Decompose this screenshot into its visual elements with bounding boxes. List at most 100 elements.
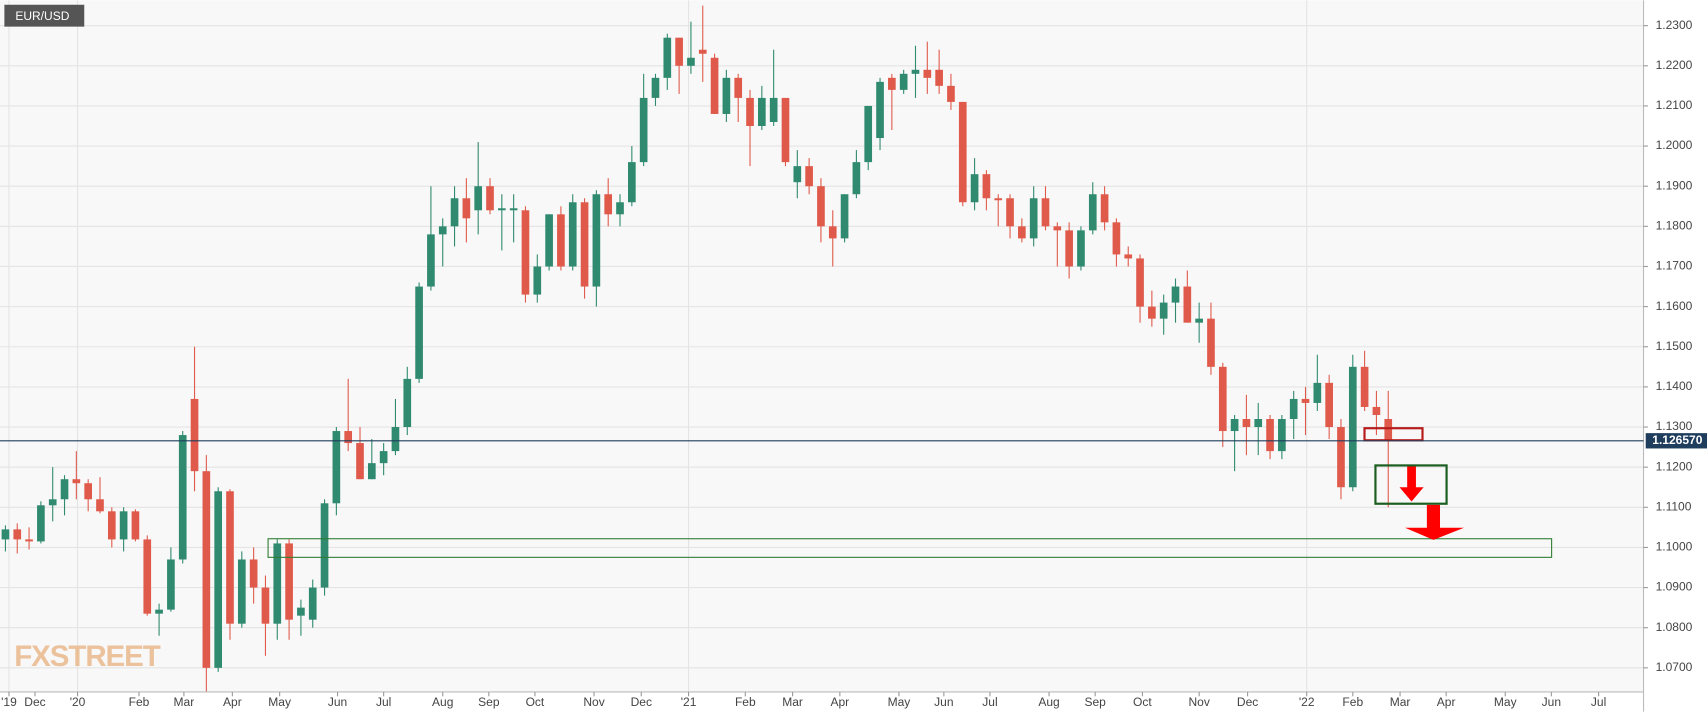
x-tick-label: Jun bbox=[934, 695, 953, 709]
candle-body bbox=[1159, 302, 1168, 319]
x-tick-label: Apr bbox=[830, 695, 849, 709]
candle-body bbox=[1053, 226, 1062, 231]
candles bbox=[1, 5, 1393, 692]
y-tick-label: 1.1200 bbox=[1656, 459, 1693, 473]
x-tick-label: Mar bbox=[1390, 695, 1411, 709]
candle-body bbox=[486, 186, 494, 211]
candle-body bbox=[994, 198, 1003, 201]
candle-body bbox=[698, 49, 707, 54]
last-price-box bbox=[1645, 433, 1707, 449]
x-tick-label: Feb bbox=[129, 695, 150, 709]
candle-body bbox=[628, 162, 636, 203]
y-tick-label: 1.0700 bbox=[1656, 660, 1693, 674]
x-tick-label: Dec bbox=[1237, 695, 1258, 709]
y-tick-label: 1.1500 bbox=[1656, 339, 1693, 353]
x-tick-label: Mar bbox=[174, 695, 195, 709]
support-zone bbox=[267, 538, 1553, 558]
down-arrow bbox=[1404, 504, 1465, 540]
candle-body bbox=[48, 499, 57, 506]
candle-body bbox=[1029, 198, 1038, 239]
candle-body bbox=[403, 378, 412, 428]
y-tick-label: 1.1100 bbox=[1656, 499, 1692, 513]
candle-body bbox=[923, 69, 932, 78]
candle-body bbox=[190, 398, 199, 472]
candle-body bbox=[1018, 226, 1026, 239]
candle-body bbox=[1360, 366, 1369, 407]
candle-body bbox=[947, 85, 955, 102]
x-tick-label: Mar bbox=[782, 695, 803, 709]
candle-body bbox=[1136, 258, 1144, 307]
candle-body bbox=[391, 427, 400, 452]
candle-body bbox=[1077, 230, 1085, 267]
x-tick-label: Jun bbox=[1542, 695, 1561, 709]
candle-body bbox=[25, 539, 33, 542]
candle-body bbox=[722, 77, 731, 114]
candle-body bbox=[1372, 406, 1381, 415]
x-tick-label: Jul bbox=[376, 695, 391, 709]
x-tick-label: Jul bbox=[982, 695, 997, 709]
candle-body bbox=[332, 431, 341, 504]
x-tick-label: May bbox=[268, 695, 291, 709]
candle-body bbox=[663, 37, 672, 78]
candle-body bbox=[119, 511, 128, 540]
candle-body bbox=[131, 511, 140, 540]
candle-body bbox=[1148, 306, 1156, 319]
candle-body bbox=[568, 202, 577, 267]
candle-body bbox=[958, 101, 967, 203]
candle-body bbox=[37, 505, 45, 542]
candle-body bbox=[1384, 418, 1393, 441]
candle-body bbox=[178, 435, 187, 560]
candle-body bbox=[817, 186, 825, 227]
last-price-label: 1.126570 bbox=[1652, 433, 1702, 447]
candle-body bbox=[781, 97, 790, 163]
candle-body bbox=[592, 194, 601, 287]
candle-body bbox=[805, 166, 813, 187]
x-tick-label: Jul bbox=[1591, 695, 1606, 709]
candle-body bbox=[285, 543, 293, 620]
candle-body bbox=[1289, 398, 1298, 419]
x-tick-label: May bbox=[1494, 695, 1517, 709]
x-tick-label: Dec bbox=[24, 695, 45, 709]
candle-body bbox=[1242, 418, 1251, 428]
candle-body bbox=[651, 77, 660, 98]
x-tick-label: Oct bbox=[526, 695, 545, 709]
y-tick-label: 1.1300 bbox=[1656, 419, 1693, 433]
candle-body bbox=[308, 587, 317, 620]
candle-body bbox=[249, 559, 258, 588]
candle-body bbox=[911, 69, 920, 74]
candle-body bbox=[237, 559, 246, 624]
candle-body bbox=[474, 186, 483, 211]
candle-body bbox=[521, 210, 530, 295]
x-tick-label: '22 bbox=[1299, 695, 1315, 709]
x-tick-label: Jun bbox=[328, 695, 347, 709]
x-tick-label: Sep bbox=[1084, 695, 1106, 709]
candle-body bbox=[793, 166, 802, 183]
candle-body bbox=[509, 208, 518, 211]
candle-body bbox=[899, 73, 908, 90]
y-tick-label: 1.0900 bbox=[1656, 580, 1693, 594]
candle-body bbox=[828, 226, 837, 239]
x-tick-label: Nov bbox=[583, 695, 604, 709]
x-tick-label: Nov bbox=[1188, 695, 1209, 709]
candle-body bbox=[261, 587, 270, 624]
x-tick-label: May bbox=[888, 695, 911, 709]
candle-body bbox=[1124, 254, 1133, 259]
title-box bbox=[4, 4, 85, 27]
candle-body bbox=[84, 483, 92, 500]
chart-title: EUR/USD bbox=[15, 9, 69, 23]
y-tick-label: 1.1000 bbox=[1656, 540, 1693, 554]
candle-body bbox=[734, 77, 743, 98]
candle-body bbox=[1325, 382, 1333, 428]
candle-body bbox=[273, 543, 282, 624]
candle-body bbox=[1183, 286, 1192, 323]
candle-body bbox=[427, 234, 435, 287]
candle-body bbox=[580, 202, 589, 287]
candle-body bbox=[840, 194, 849, 239]
candle-body bbox=[545, 214, 553, 267]
candle-body bbox=[498, 208, 506, 211]
x-tick-label: '20 bbox=[70, 695, 86, 709]
x-tick-label: Oct bbox=[1133, 695, 1152, 709]
candle-body bbox=[155, 609, 163, 614]
y-tick-label: 1.0800 bbox=[1656, 620, 1693, 634]
x-tick-label: '21 bbox=[681, 695, 697, 709]
